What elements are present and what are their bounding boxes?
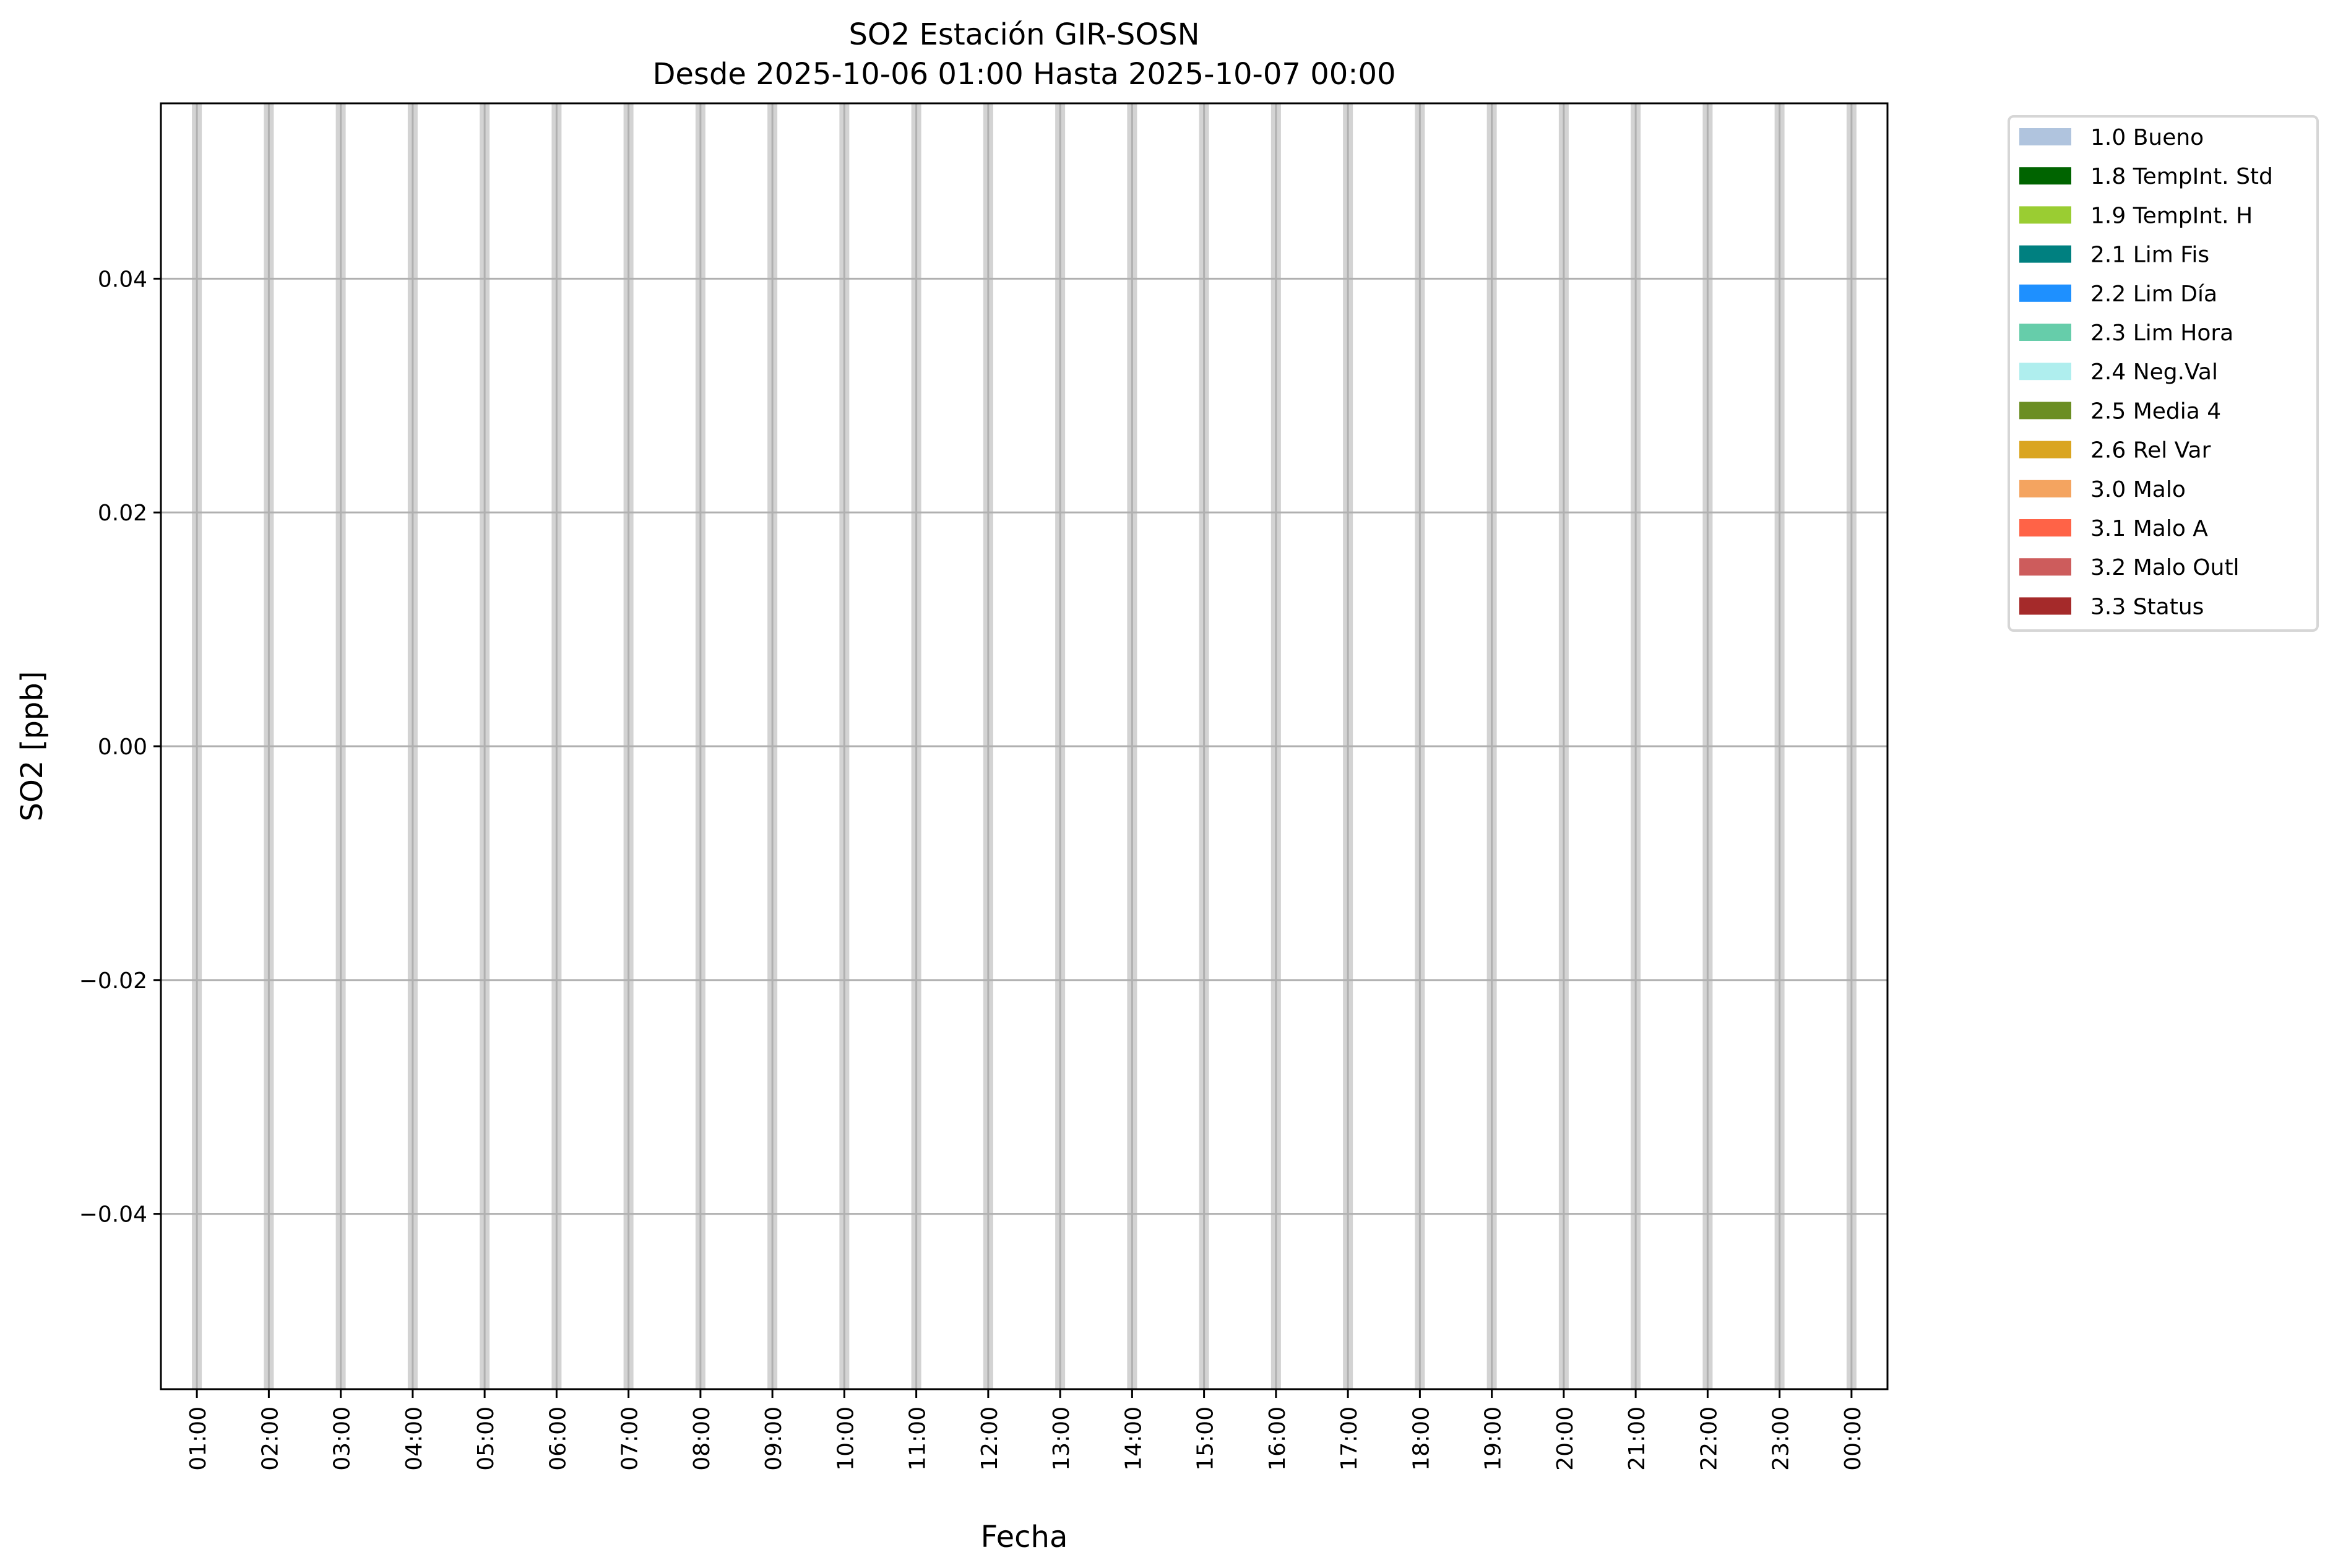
legend-swatch (2019, 441, 2071, 459)
legend-swatch (2019, 519, 2071, 536)
plot-area (161, 103, 1887, 1389)
legend-swatch (2019, 245, 2071, 263)
x-tick-label: 07:00 (618, 1406, 643, 1471)
chart-title: SO2 Estación GIR-SOSN (848, 17, 1199, 52)
axes-frame (160, 102, 1889, 1390)
legend-label: 1.0 Bueno (2090, 125, 2204, 150)
legend-swatch (2019, 363, 2071, 381)
x-tick-label: 00:00 (1840, 1406, 1866, 1471)
legend: 1.0 Bueno 1.8 TempInt. Std 1.9 TempInt. H 2… (2008, 115, 2319, 632)
legend-label: 2.6 Rel Var (2090, 438, 2211, 463)
x-tick-label: 01:00 (186, 1406, 211, 1471)
legend-label: 1.8 TempInt. Std (2090, 164, 2273, 189)
x-tick-label: 22:00 (1696, 1406, 1722, 1471)
legend-label: 3.1 Malo A (2090, 516, 2208, 541)
x-tick-label: 09:00 (761, 1406, 787, 1471)
x-tick-label: 18:00 (1408, 1406, 1434, 1471)
x-tick-label: 03:00 (330, 1406, 355, 1471)
y-tick-label: 0.02 (98, 501, 147, 526)
x-tick-label: 12:00 (977, 1406, 1003, 1471)
x-tick-label: 13:00 (1049, 1406, 1074, 1471)
x-tick-label: 11:00 (905, 1406, 931, 1471)
x-tick-label: 17:00 (1337, 1406, 1362, 1471)
legend-label: 1.9 TempInt. H (2090, 203, 2253, 228)
y-axis-label: SO2 [ppb] (15, 671, 50, 822)
x-tick-label: 06:00 (545, 1406, 571, 1471)
legend-label: 2.1 Lim Fis (2090, 243, 2209, 268)
legend-swatch (2019, 284, 2071, 302)
legend-swatch (2019, 206, 2071, 224)
x-tick-label: 04:00 (402, 1406, 427, 1471)
legend-swatch (2019, 128, 2071, 145)
x-tick-label: 10:00 (833, 1406, 858, 1471)
legend-swatch (2019, 167, 2071, 185)
y-tick-label: 0.04 (98, 267, 147, 292)
y-tick-label: −0.04 (79, 1202, 147, 1228)
legend-swatch (2019, 480, 2071, 498)
x-tick-label: 21:00 (1624, 1406, 1650, 1471)
legend-label: 2.4 Neg.Val (2090, 360, 2218, 385)
legend-label: 2.5 Media 4 (2090, 398, 2221, 424)
x-tick-label: 05:00 (473, 1406, 499, 1471)
legend-label: 2.3 Lim Hora (2090, 321, 2233, 346)
legend-swatch (2019, 324, 2071, 341)
x-axis: 01:00 02:00 03:00 04:00 05:00 06:00 07:00 08:00… (186, 1389, 1866, 1471)
x-tick-label: 23:00 (1769, 1406, 1794, 1471)
x-tick-label: 14:00 (1121, 1406, 1146, 1471)
x-tick-label: 19:00 (1481, 1406, 1506, 1471)
legend-frame (2008, 115, 2319, 632)
legend-label: 2.2 Lim Día (2090, 282, 2217, 307)
x-tick-label: 02:00 (257, 1406, 283, 1471)
x-tick-label: 16:00 (1265, 1406, 1290, 1471)
y-tick-label: 0.00 (98, 734, 147, 760)
y-tick-label: −0.02 (79, 968, 147, 994)
chart-subtitle: Desde 2025-10-06 01:00 Hasta 2025-10-07 … (652, 57, 1395, 92)
legend-label: 3.3 Status (2090, 594, 2204, 619)
x-tick-label: 15:00 (1193, 1406, 1219, 1471)
y-axis: −0.04 −0.02 0.00 0.02 0.04 (79, 267, 161, 1228)
x-tick-label: 08:00 (689, 1406, 715, 1471)
x-tick-label: 20:00 (1553, 1406, 1578, 1471)
legend-swatch (2019, 597, 2071, 615)
x-axis-label: Fecha (981, 1520, 1068, 1554)
legend-label: 3.2 Malo Outl (2090, 555, 2240, 580)
legend-swatch (2019, 402, 2071, 420)
legend-swatch (2019, 558, 2071, 576)
legend-label: 3.0 Malo (2090, 477, 2186, 502)
